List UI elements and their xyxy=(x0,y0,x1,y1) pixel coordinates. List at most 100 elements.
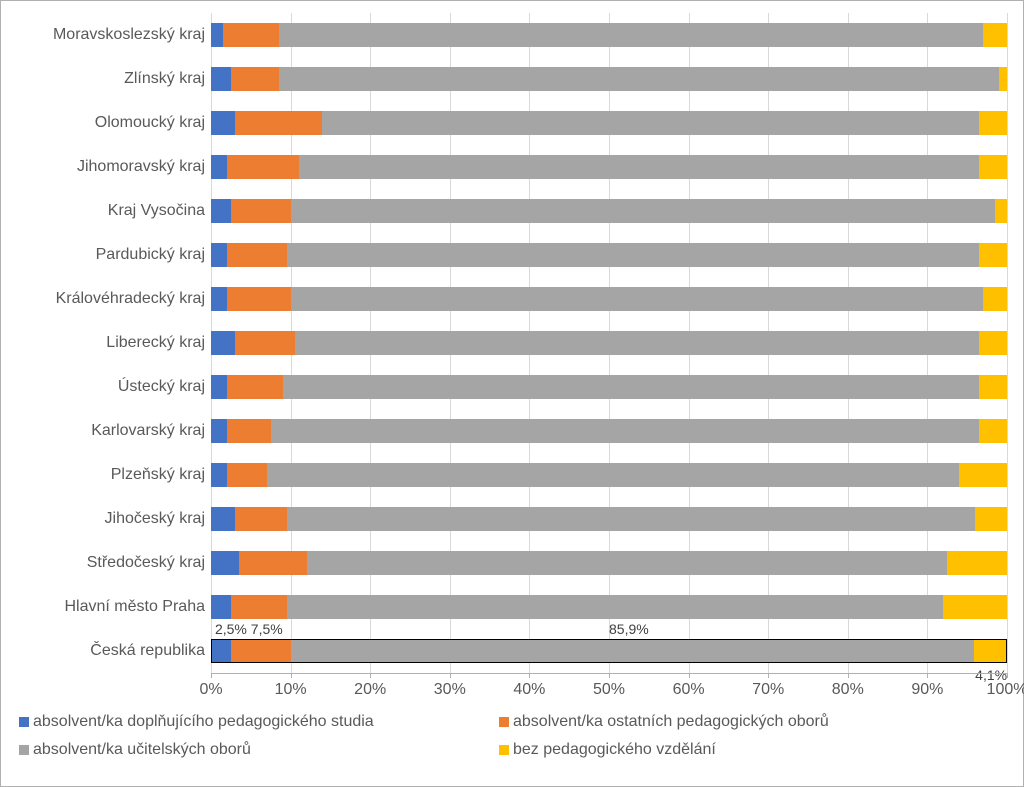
data-label: 7,5% xyxy=(251,621,283,637)
bar-segment-s2 xyxy=(231,199,291,223)
bar-segment-s4 xyxy=(943,595,1007,619)
bar-segment-s4 xyxy=(999,67,1007,91)
bar-segment-s4 xyxy=(979,111,1007,135)
bar-segment-s1 xyxy=(211,199,231,223)
x-tick xyxy=(370,673,371,678)
bar-row xyxy=(211,595,1007,619)
bar-segment-s4 xyxy=(983,23,1007,47)
bar-segment-s4 xyxy=(979,419,1007,443)
y-label: Zlínský kraj xyxy=(124,67,205,91)
bar-segment-s1 xyxy=(211,23,223,47)
x-tick-label: 70% xyxy=(752,681,784,699)
bar-segment-s3 xyxy=(279,67,999,91)
bar-segment-s2 xyxy=(235,331,295,355)
bar-segment-s2 xyxy=(227,375,283,399)
bar-segment-s4 xyxy=(979,331,1007,355)
x-tick xyxy=(450,673,451,678)
bar-row xyxy=(211,243,1007,267)
bar-segment-s2 xyxy=(223,23,279,47)
y-label: Ústecký kraj xyxy=(118,375,205,399)
bar-row xyxy=(211,551,1007,575)
chart-container: 2,5%7,5%85,9%4,1% Moravskoslezský krajZl… xyxy=(0,0,1024,787)
bar-segment-s2 xyxy=(239,551,307,575)
bar-segment-s2 xyxy=(227,287,291,311)
bar-segment-s2 xyxy=(231,595,287,619)
bar-segment-s3 xyxy=(287,595,944,619)
gridline xyxy=(1007,13,1008,673)
x-tick-label: 40% xyxy=(513,681,545,699)
bar-row xyxy=(211,507,1007,531)
bar-segment-s2 xyxy=(235,111,323,135)
legend-swatch xyxy=(499,745,509,755)
legend-label: absolvent/ka učitelských oborů xyxy=(33,741,251,759)
y-label: Středočeský kraj xyxy=(87,551,205,575)
x-tick-label: 0% xyxy=(199,681,222,699)
bar-segment-s2 xyxy=(227,155,299,179)
bar-row xyxy=(211,67,1007,91)
data-label: 2,5% xyxy=(215,621,247,637)
x-tick xyxy=(291,673,292,678)
legend-label: bez pedagogického vzdělání xyxy=(513,741,716,759)
bar-segment-s1 xyxy=(211,243,227,267)
bar-segment-s1 xyxy=(211,287,227,311)
x-tick-label: 90% xyxy=(911,681,943,699)
bar-segment-s3 xyxy=(287,243,980,267)
x-tick xyxy=(211,673,212,678)
bar-segment-s1 xyxy=(211,639,231,663)
y-label: Kraj Vysočina xyxy=(108,199,205,223)
legend-item: bez pedagogického vzdělání xyxy=(499,741,716,759)
bar-row xyxy=(211,419,1007,443)
bar-row xyxy=(211,155,1007,179)
bar-segment-s3 xyxy=(307,551,948,575)
bar-segment-s4 xyxy=(974,639,1007,663)
x-tick-label: 80% xyxy=(832,681,864,699)
bar-segment-s3 xyxy=(291,287,984,311)
bar-segment-s1 xyxy=(211,331,235,355)
x-tick xyxy=(689,673,690,678)
bar-row xyxy=(211,199,1007,223)
bar-segment-s2 xyxy=(235,507,287,531)
x-tick xyxy=(609,673,610,678)
bar-segment-s4 xyxy=(947,551,1007,575)
bar-segment-s1 xyxy=(211,507,235,531)
bar-segment-s3 xyxy=(279,23,983,47)
bar-segment-s4 xyxy=(979,243,1007,267)
x-tick xyxy=(848,673,849,678)
legend-swatch xyxy=(499,717,509,727)
bars-layer xyxy=(211,13,1007,673)
bar-segment-s4 xyxy=(995,199,1007,223)
data-label: 85,9% xyxy=(609,621,649,637)
bar-segment-s1 xyxy=(211,111,235,135)
legend-swatch xyxy=(19,745,29,755)
y-label: Olomoucký kraj xyxy=(95,111,205,135)
bar-row xyxy=(211,639,1007,663)
legend: absolvent/ka doplňujícího pedagogického … xyxy=(19,713,1007,773)
bar-segment-s3 xyxy=(287,507,976,531)
y-label: Pardubický kraj xyxy=(96,243,205,267)
legend-label: absolvent/ka ostatních pedagogických obo… xyxy=(513,713,829,731)
bar-segment-s3 xyxy=(295,331,980,355)
y-label: Jihočeský kraj xyxy=(105,507,205,531)
bar-segment-s2 xyxy=(231,639,291,663)
bar-segment-s4 xyxy=(979,155,1007,179)
y-label: Královéhradecký kraj xyxy=(56,287,205,311)
legend-item: absolvent/ka doplňujícího pedagogického … xyxy=(19,713,374,731)
x-tick-label: 50% xyxy=(593,681,625,699)
legend-item: absolvent/ka ostatních pedagogických obo… xyxy=(499,713,829,731)
bar-segment-s2 xyxy=(231,67,279,91)
plot-area: 2,5%7,5%85,9%4,1% xyxy=(211,13,1007,673)
x-tick xyxy=(529,673,530,678)
legend-swatch xyxy=(19,717,29,727)
bar-row xyxy=(211,111,1007,135)
bar-segment-s4 xyxy=(983,287,1007,311)
y-axis-labels: Moravskoslezský krajZlínský krajOlomouck… xyxy=(1,13,205,673)
bar-segment-s4 xyxy=(975,507,1007,531)
bar-segment-s3 xyxy=(299,155,980,179)
y-label: Česká republika xyxy=(90,639,205,663)
bar-segment-s4 xyxy=(959,463,1007,487)
bar-row xyxy=(211,23,1007,47)
bar-segment-s1 xyxy=(211,551,239,575)
bar-segment-s3 xyxy=(271,419,979,443)
y-label: Karlovarský kraj xyxy=(91,419,205,443)
bar-row xyxy=(211,331,1007,355)
